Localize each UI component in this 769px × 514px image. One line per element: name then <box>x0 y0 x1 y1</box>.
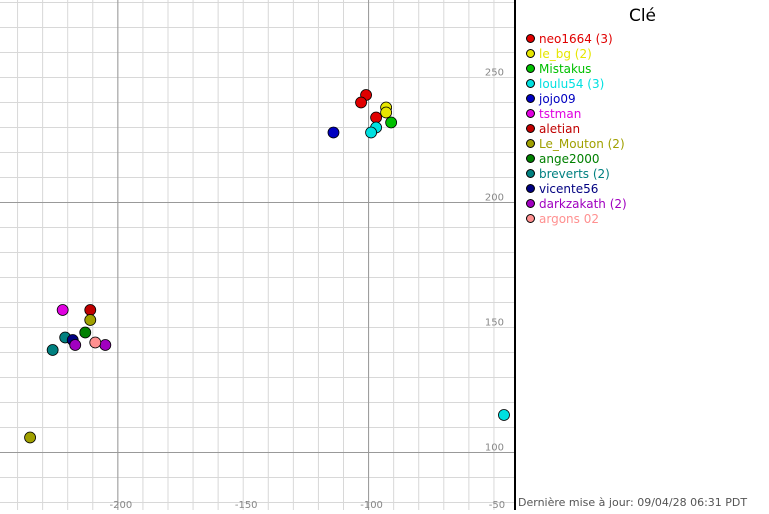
legend-item-le-bg[interactable]: le_bg (2) <box>526 47 627 62</box>
village-point-neo1664[interactable] <box>355 96 367 109</box>
map-area[interactable]: -200 -150 -100 -50 100 150 200 250 <box>0 0 514 511</box>
legend-marker-icon <box>526 214 535 223</box>
legend-marker-icon <box>526 154 535 163</box>
legend-label: breverts (2) <box>539 167 610 181</box>
legend-label: tstman <box>539 107 582 121</box>
legend-marker-icon <box>526 94 535 103</box>
legend-item-tstman[interactable]: tstman <box>526 107 627 122</box>
village-point-le-mouton[interactable] <box>84 314 97 326</box>
legend-marker-icon <box>526 169 535 178</box>
legend-label: aletian <box>539 122 581 136</box>
village-point-le-mouton[interactable] <box>24 431 36 444</box>
legend-label: loulu54 (3) <box>539 77 605 91</box>
legend-marker-icon <box>526 49 535 58</box>
village-point-mistakus[interactable] <box>385 116 398 129</box>
village-point-darkzakath[interactable] <box>99 339 112 351</box>
x-tick-label: -200 <box>109 500 132 510</box>
legend-label: le_bg (2) <box>539 47 592 61</box>
y-tick-label: 250 <box>485 68 504 79</box>
village-point-loulu54[interactable] <box>365 126 377 139</box>
village-point-breverts[interactable] <box>46 344 59 356</box>
scatter-map[interactable]: -200 -150 -100 -50 100 150 200 250 <box>0 0 514 511</box>
legend-label: ange2000 <box>539 152 600 166</box>
panel-divider <box>514 0 516 510</box>
legend-label: Mistakus <box>539 62 592 76</box>
legend-marker-icon <box>526 139 535 148</box>
legend-item-aletian[interactable]: aletian <box>526 122 627 137</box>
legend-item-darkzakath[interactable]: darkzakath (2) <box>526 197 627 212</box>
legend-marker-icon <box>526 124 535 133</box>
legend-panel: Clé neo1664 (3) le_bg (2) Mistakus loulu54 … <box>516 0 769 510</box>
legend-item-ange2000[interactable]: ange2000 <box>526 152 627 167</box>
legend-label: argons 02 <box>539 212 599 226</box>
legend-marker-icon <box>526 34 535 43</box>
village-point-darkzakath[interactable] <box>69 339 82 351</box>
village-point-argons-02[interactable] <box>89 336 102 349</box>
legend-label: neo1664 (3) <box>539 32 613 46</box>
legend-item-vicente56[interactable]: vicente56 <box>526 182 627 197</box>
y-tick-label: 100 <box>485 443 504 454</box>
legend-item-jojo09[interactable]: jojo09 <box>526 92 627 107</box>
village-point-loulu54[interactable] <box>498 409 510 421</box>
village-point-aletian[interactable] <box>84 304 97 316</box>
y-tick-label: 150 <box>485 318 504 329</box>
x-tick-label: -100 <box>360 500 383 510</box>
legend-marker-icon <box>526 79 535 88</box>
legend-marker-icon <box>526 64 535 73</box>
village-point-tstman[interactable] <box>56 304 69 316</box>
legend-label: Le_Mouton (2) <box>539 137 625 151</box>
legend-label: darkzakath (2) <box>539 197 627 211</box>
legend-item-neo1664[interactable]: neo1664 (3) <box>526 32 627 47</box>
legend-marker-icon <box>526 184 535 193</box>
legend-item-breverts[interactable]: breverts (2) <box>526 167 627 182</box>
legend-item-mistakus[interactable]: Mistakus <box>526 62 627 77</box>
legend-label: vicente56 <box>539 182 599 196</box>
legend-item-loulu54[interactable]: loulu54 (3) <box>526 77 627 92</box>
legend-marker-icon <box>526 199 535 208</box>
x-tick-label: -50 <box>489 500 505 510</box>
y-tick-label: 200 <box>485 193 504 204</box>
village-point-jojo09[interactable] <box>327 126 340 139</box>
legend-item-le-mouton[interactable]: Le_Mouton (2) <box>526 137 627 152</box>
legend-list: neo1664 (3) le_bg (2) Mistakus loulu54 (3) j… <box>526 32 627 227</box>
x-tick-label: -150 <box>235 500 258 510</box>
legend-marker-icon <box>526 109 535 118</box>
legend-item-argons-02[interactable]: argons 02 <box>526 212 627 227</box>
village-point-le-bg[interactable] <box>380 106 393 119</box>
last-updated-text: Dernière mise à jour: 09/04/28 06:31 PDT <box>518 496 748 509</box>
legend-title: Clé <box>628 6 657 26</box>
village-point-neo1664[interactable] <box>370 111 382 124</box>
village-point-ange2000[interactable] <box>79 326 92 339</box>
legend-label: jojo09 <box>539 92 576 106</box>
